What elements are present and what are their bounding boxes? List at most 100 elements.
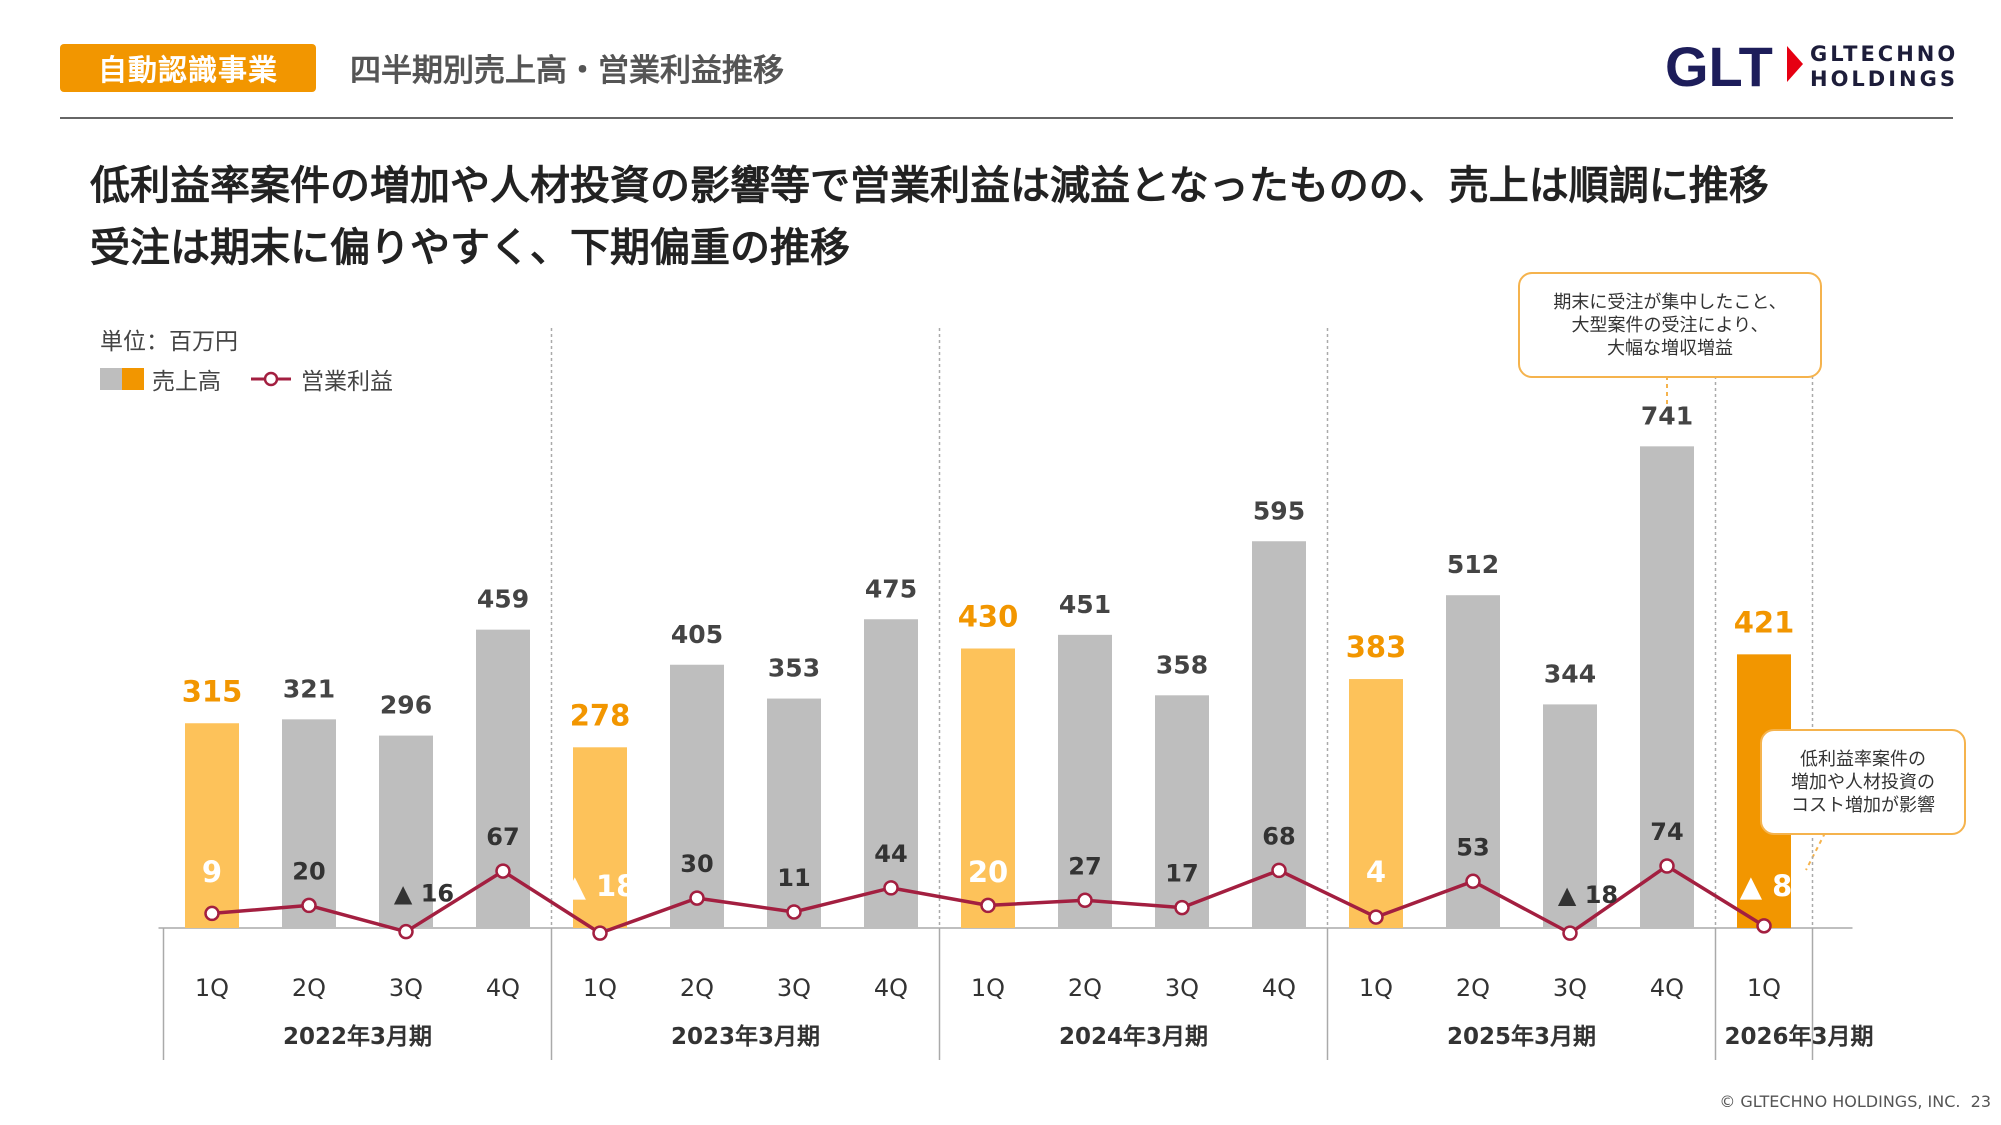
revenue-bar-label: 321 [283,674,335,703]
logo-arrow-icon [1787,46,1803,82]
quarter-tick-label: 3Q [1165,974,1199,1002]
profit-point [1368,909,1384,925]
profit-point-label: 74 [1650,818,1683,846]
revenue-bar [282,719,336,928]
copyright-footer: © GLTECHNO HOLDINGS, INC. 23 [1719,1092,1991,1111]
revenue-bar [1058,634,1112,928]
profit-point [883,880,899,896]
header-divider [60,117,1953,119]
quarter-tick-label: 2Q [1068,974,1102,1002]
revenue-bar-label: 430 [958,600,1019,634]
page-number: 23 [1970,1092,1991,1111]
profit-point [495,863,511,879]
profit-point-label: 30 [680,850,713,878]
revenue-bar [961,648,1015,928]
quarter-tick-label: 4Q [1650,974,1684,1002]
logo-text: GLTECHNO HOLDINGS [1810,42,1958,92]
logo-text-line1: GLTECHNO [1810,42,1959,66]
quarter-tick-label: 2Q [1456,974,1490,1002]
legend-revenue-swatch [100,368,144,390]
quarter-tick-label: 4Q [486,974,520,1002]
profit-point-label: 20 [968,855,1008,889]
profit-point-label: 9 [202,855,222,889]
profit-point [204,905,220,922]
revenue-bar-label: 296 [380,691,432,720]
revenue-bar [185,723,239,928]
profit-point [301,897,317,914]
quarter-tick-label: 1Q [1359,974,1393,1002]
callout-2-line3: コスト増加が影響 [1791,794,1935,816]
quarter-tick-label: 2Q [292,974,326,1002]
profit-point-label: ▲ 18 [564,869,637,903]
profit-point-label: 11 [777,864,810,892]
profit-point-label: 4 [1366,855,1386,889]
profit-point-label: 53 [1456,833,1489,861]
profit-point [398,923,414,940]
revenue-bar-label: 358 [1156,650,1208,679]
profit-point [1174,899,1190,916]
page-title: 四半期別売上高・営業利益推移 [350,53,784,89]
callout-2-leader [1805,832,1826,871]
quarter-tick-label: 1Q [1747,974,1781,1002]
callout-2-line2: 増加や人材投資の [1791,771,1935,793]
profit-point-label: 17 [1165,860,1198,888]
fiscal-year-label: 2022年3月期 [283,1023,432,1050]
revenue-bar-label: 315 [182,674,243,708]
legend-revenue-label: 売上高 [152,369,221,395]
revenue-bar [767,698,821,928]
headline-line1: 低利益率案件の増加や人材投資の影響等で営業利益は減益となったものの、売上は順調に… [90,163,1769,209]
copyright-text: © GLTECHNO HOLDINGS, INC. [1719,1092,1961,1111]
fiscal-year-label: 2026年3月期 [1724,1023,1873,1050]
profit-point [1271,862,1287,879]
quarter-tick-label: 1Q [583,974,617,1002]
revenue-bar [670,664,724,928]
callout-1-line2: 大型案件の受注により、 [1571,314,1769,336]
profit-point-label: ▲ 18 [1558,881,1618,909]
unit-label: 単位：百万円 [100,329,238,355]
revenue-bar-label: 475 [865,574,917,603]
revenue-bar-label: 383 [1346,630,1407,664]
revenue-bar [1349,679,1403,928]
profit-point-label: 44 [874,840,907,868]
profit-point [1659,858,1675,874]
profit-point [1562,925,1578,941]
revenue-bar [1640,446,1694,928]
revenue-bar [1446,595,1500,928]
chart-legend: 売上高 営業利益 [100,362,393,396]
callout-2-line1: 低利益率案件の [1800,748,1926,770]
revenue-bar [573,747,627,928]
revenue-bar-label: 595 [1253,496,1305,525]
legend-profit-label: 営業利益 [301,369,393,395]
profit-point [592,925,608,941]
profit-point-label: 20 [292,857,325,885]
company-logo: GLT [1665,38,1803,94]
profit-point-label: 68 [1262,822,1295,850]
revenue-bar [864,619,918,928]
segment-badge: 自動認識事業 [60,44,316,92]
profit-point [980,897,996,914]
fiscal-year-label: 2023年3月期 [671,1023,820,1050]
profit-point-label: 67 [486,823,519,851]
callout-1-line3: 大幅な増収増益 [1607,337,1733,359]
logo-text-line2: HOLDINGS [1810,67,1958,91]
quarter-tick-label: 3Q [777,974,811,1002]
callout-low-margin: 低利益率案件の 増加や人材投資の コスト増加が影響 [1760,729,1966,835]
revenue-bar [1543,704,1597,928]
revenue-bar [1155,695,1209,928]
profit-point [689,890,705,906]
callout-big-orders: 期末に受注が集中したこと、 大型案件の受注により、 大幅な増収増益 [1518,272,1822,378]
revenue-bar-label: 344 [1544,659,1596,688]
profit-point-label: ▲ 16 [394,880,454,908]
legend-profit-swatch [251,371,291,387]
quarter-tick-label: 4Q [874,974,908,1002]
revenue-bar-label: 405 [671,620,723,649]
revenue-bar [379,735,433,928]
revenue-bar-label: 353 [768,654,820,683]
headline-line2: 受注は期末に偏りやすく、下期偏重の推移 [90,225,850,271]
revenue-bar-label: 278 [570,698,631,732]
profit-point [1077,892,1093,909]
profit-point [1756,918,1772,934]
quarter-tick-label: 4Q [1262,974,1296,1002]
fiscal-year-label: 2024年3月期 [1059,1023,1208,1050]
